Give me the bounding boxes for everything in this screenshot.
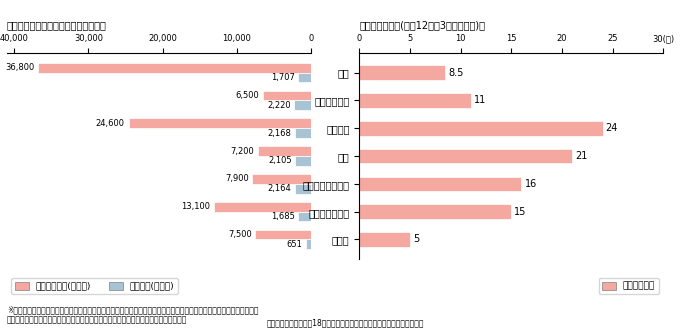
Bar (295, 156, 311, 166)
Bar (263, 91, 311, 100)
Bar (38, 63, 311, 73)
Bar (359, 232, 410, 247)
Text: 7,900: 7,900 (225, 175, 249, 184)
Text: 24,600: 24,600 (96, 119, 125, 128)
Bar (214, 202, 311, 212)
Text: 1,707: 1,707 (271, 73, 294, 82)
Text: 2,168: 2,168 (267, 128, 291, 137)
Text: 【市内通話料金(平日12時の3分間の料金)】: 【市内通話料金(平日12時の3分間の料金)】 (359, 20, 485, 30)
Text: 2,220: 2,220 (267, 101, 291, 110)
Bar (295, 128, 311, 138)
Text: 24: 24 (605, 123, 618, 133)
Bar (295, 184, 311, 194)
Bar (359, 93, 471, 108)
Bar (129, 119, 311, 128)
Text: 7,500: 7,500 (228, 230, 252, 239)
Bar (256, 230, 311, 239)
Text: 6,500: 6,500 (236, 91, 259, 100)
Bar (252, 174, 311, 184)
Text: 7,200: 7,200 (230, 147, 254, 156)
Text: 16: 16 (524, 179, 537, 189)
Legend: 加入時一時金(住宅用), 基本料金(住宅用): 加入時一時金(住宅用), 基本料金(住宅用) (12, 278, 178, 294)
Text: 5: 5 (413, 234, 419, 244)
Text: ※　各都市とも月額基本料金に一定の通話料金を含むプランや通話料金が通話距離や通話時間によらないプラン等多様な
　　料金体系が導入されており、個別料金による単純な: ※ 各都市とも月額基本料金に一定の通話料金を含むプランや通話料金が通話距離や通話… (7, 305, 258, 325)
Bar (359, 65, 446, 80)
Text: （出典）総務省「平成18年度　電気通信サービスに係る内外価格差調査」: （出典）総務省「平成18年度 電気通信サービスに係る内外価格差調査」 (267, 318, 424, 327)
Text: 21: 21 (575, 151, 587, 161)
Bar (258, 146, 311, 156)
Text: 8.5: 8.5 (448, 68, 464, 78)
Text: 651: 651 (287, 240, 303, 249)
Text: 2,164: 2,164 (267, 184, 291, 193)
Bar (294, 100, 311, 110)
Bar (359, 177, 522, 191)
Legend: 市内通話料金: 市内通話料金 (598, 278, 659, 294)
Bar (359, 121, 603, 135)
Text: 11: 11 (474, 95, 486, 105)
Bar (359, 149, 572, 163)
Text: 1,685: 1,685 (271, 212, 295, 221)
Text: 【住宅用の加入時一時金・基本料金】: 【住宅用の加入時一時金・基本料金】 (7, 20, 107, 30)
Text: 15: 15 (514, 207, 527, 217)
Text: 13,100: 13,100 (181, 202, 210, 211)
Text: 36,800: 36,800 (5, 63, 35, 72)
Bar (299, 73, 311, 82)
Bar (306, 239, 311, 249)
Bar (359, 205, 511, 219)
Bar (299, 212, 311, 221)
Text: 2,105: 2,105 (268, 156, 292, 165)
